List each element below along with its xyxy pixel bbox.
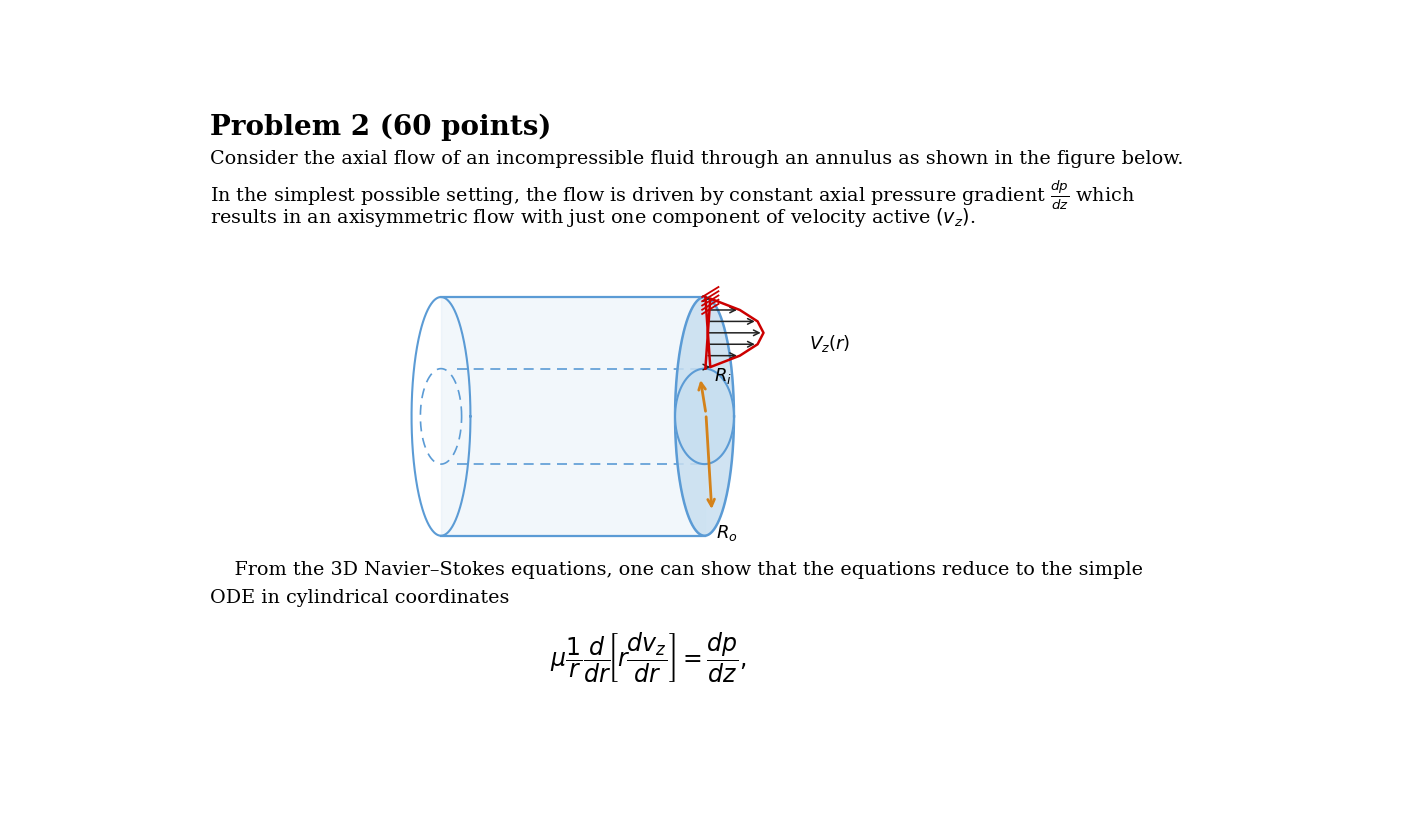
Polygon shape — [674, 298, 734, 536]
Text: From the 3D Navier–Stokes equations, one can show that the equations reduce to t: From the 3D Navier–Stokes equations, one… — [210, 561, 1143, 579]
Text: $\mu\dfrac{1}{r}\dfrac{d}{dr}\!\left[r\dfrac{dv_z}{dr}\right]=\dfrac{dp}{dz},$: $\mu\dfrac{1}{r}\dfrac{d}{dr}\!\left[r\d… — [550, 630, 747, 684]
Text: ODE in cylindrical coordinates: ODE in cylindrical coordinates — [210, 589, 510, 607]
Polygon shape — [674, 369, 734, 465]
Text: Problem 2 (60 points): Problem 2 (60 points) — [210, 113, 551, 141]
Text: $V_z(r)$: $V_z(r)$ — [809, 332, 851, 353]
Polygon shape — [442, 298, 704, 536]
Text: $R_o$: $R_o$ — [716, 522, 737, 543]
Text: $R_i$: $R_i$ — [714, 366, 731, 385]
Text: results in an axisymmetric flow with just one component of velocity active $(v_z: results in an axisymmetric flow with jus… — [210, 206, 976, 229]
Text: Consider the axial flow of an incompressible fluid through an annulus as shown i: Consider the axial flow of an incompress… — [210, 150, 1183, 168]
Text: In the simplest possible setting, the flow is driven by constant axial pressure : In the simplest possible setting, the fl… — [210, 178, 1135, 212]
